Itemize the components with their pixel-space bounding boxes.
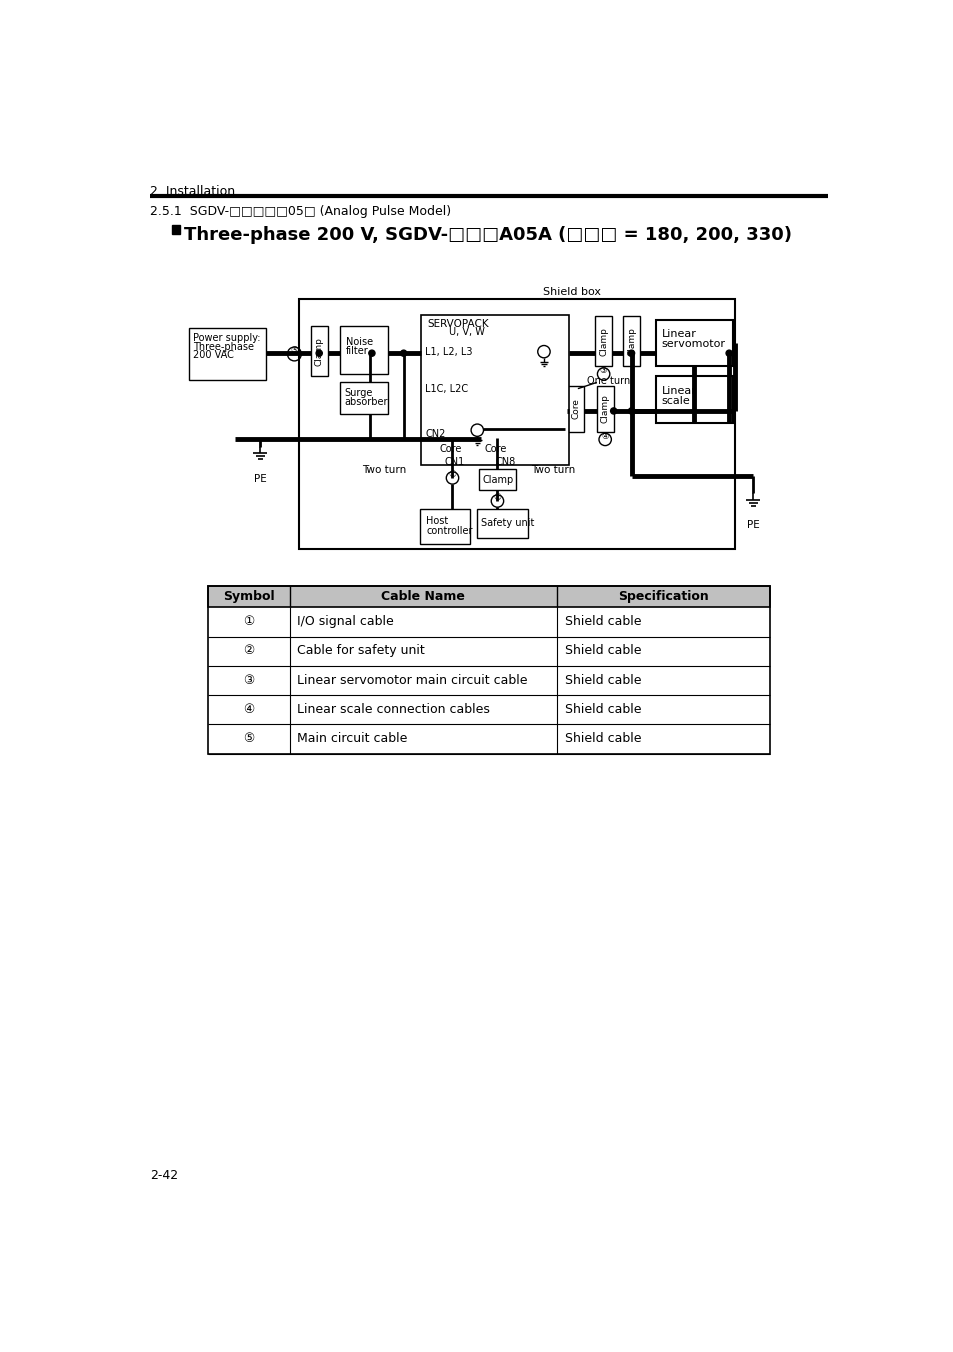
Text: Specification: Specification <box>618 591 708 603</box>
Text: PE: PE <box>253 475 267 484</box>
Circle shape <box>369 350 375 357</box>
Text: ③: ③ <box>243 673 254 687</box>
Text: absorber: absorber <box>344 397 387 407</box>
Text: Three-phase 200 V, SGDV-□□□A05A (□□□ = 180, 200, 330): Three-phase 200 V, SGDV-□□□A05A (□□□ = 1… <box>184 226 792 245</box>
Bar <box>596 385 613 431</box>
Text: ④: ④ <box>600 431 608 441</box>
Text: Shield cable: Shield cable <box>564 703 640 715</box>
Bar <box>208 585 769 753</box>
Text: Safety unit: Safety unit <box>480 518 534 529</box>
Text: Two turn: Two turn <box>361 465 406 475</box>
Text: Clamp: Clamp <box>482 475 514 485</box>
Circle shape <box>610 408 617 414</box>
Text: scale: scale <box>661 396 690 406</box>
Text: Clamp: Clamp <box>626 327 636 356</box>
Text: SERVOPACK: SERVOPACK <box>427 319 489 329</box>
Text: Clamp: Clamp <box>314 337 323 365</box>
Text: Surge: Surge <box>344 388 372 397</box>
Bar <box>622 316 639 366</box>
Text: Shield cable: Shield cable <box>564 731 640 745</box>
Bar <box>655 320 732 366</box>
Text: Noise: Noise <box>346 337 373 347</box>
Text: 2-42: 2-42 <box>150 1169 178 1183</box>
Text: ⑤: ⑤ <box>243 731 254 745</box>
Text: 2.5.1  SGDV-□□□□□05□ (Analog Pulse Model): 2.5.1 SGDV-□□□□□05□ (Analog Pulse Model) <box>150 204 451 218</box>
Text: Linear: Linear <box>661 385 696 396</box>
Text: servomotor: servomotor <box>661 338 725 349</box>
Bar <box>567 385 583 431</box>
Circle shape <box>628 408 634 414</box>
Bar <box>208 585 769 607</box>
Text: L1C, L2C: L1C, L2C <box>425 384 468 393</box>
Text: Two turn: Two turn <box>531 465 576 475</box>
Bar <box>340 326 388 375</box>
Text: ①: ① <box>243 615 254 627</box>
Text: Clamp: Clamp <box>598 327 607 356</box>
Text: Shield cable: Shield cable <box>564 673 640 687</box>
Bar <box>421 315 568 465</box>
Text: I/O signal cable: I/O signal cable <box>297 615 394 627</box>
Text: CN2: CN2 <box>425 429 445 438</box>
Circle shape <box>628 350 634 357</box>
Text: Linear scale connection cables: Linear scale connection cables <box>297 703 490 715</box>
Text: L1, L2, L3: L1, L2, L3 <box>425 347 473 357</box>
Text: ②: ② <box>493 492 501 502</box>
Text: 2  Installation: 2 Installation <box>150 185 235 199</box>
Text: Main circuit cable: Main circuit cable <box>297 731 408 745</box>
Text: 200 VAC: 200 VAC <box>193 350 233 360</box>
Text: PE: PE <box>746 521 759 530</box>
Text: ⑤: ⑤ <box>290 346 298 356</box>
Bar <box>476 508 527 538</box>
Bar <box>434 438 471 462</box>
Text: Shield cable: Shield cable <box>564 645 640 657</box>
Text: Host: Host <box>426 516 448 526</box>
Circle shape <box>400 350 406 357</box>
Circle shape <box>315 350 322 357</box>
Circle shape <box>725 350 732 357</box>
Text: ③: ③ <box>599 366 607 376</box>
Bar <box>298 299 734 549</box>
Bar <box>655 376 732 423</box>
Bar <box>189 327 266 380</box>
Text: ②: ② <box>243 645 254 657</box>
Bar <box>595 316 612 366</box>
Text: filter: filter <box>346 346 369 357</box>
Bar <box>478 438 516 462</box>
Text: ①: ① <box>448 469 456 479</box>
Text: Power supply:: Power supply: <box>193 333 260 343</box>
Bar <box>340 381 388 414</box>
Text: Core: Core <box>484 443 506 454</box>
Bar <box>172 226 180 234</box>
Text: Linear servomotor main circuit cable: Linear servomotor main circuit cable <box>297 673 527 687</box>
Text: Cable Name: Cable Name <box>381 591 465 603</box>
Text: controller: controller <box>426 526 472 535</box>
Text: Symbol: Symbol <box>223 591 274 603</box>
Text: Cable for safety unit: Cable for safety unit <box>297 645 425 657</box>
Text: One turn: One turn <box>586 376 629 387</box>
Text: CN8: CN8 <box>495 457 515 468</box>
Bar <box>419 508 470 544</box>
Text: U, V, W: U, V, W <box>448 327 484 337</box>
Text: Three-phase: Three-phase <box>193 342 253 352</box>
Text: Shield box: Shield box <box>542 287 600 297</box>
Text: Core: Core <box>571 399 579 419</box>
Text: CN1: CN1 <box>444 457 464 468</box>
Bar <box>478 469 516 491</box>
Text: Shield cable: Shield cable <box>564 615 640 627</box>
Text: Clamp: Clamp <box>600 395 609 423</box>
Bar <box>311 326 328 376</box>
Text: Core: Core <box>439 443 461 454</box>
Text: Linear: Linear <box>661 330 696 339</box>
Text: ④: ④ <box>243 703 254 715</box>
